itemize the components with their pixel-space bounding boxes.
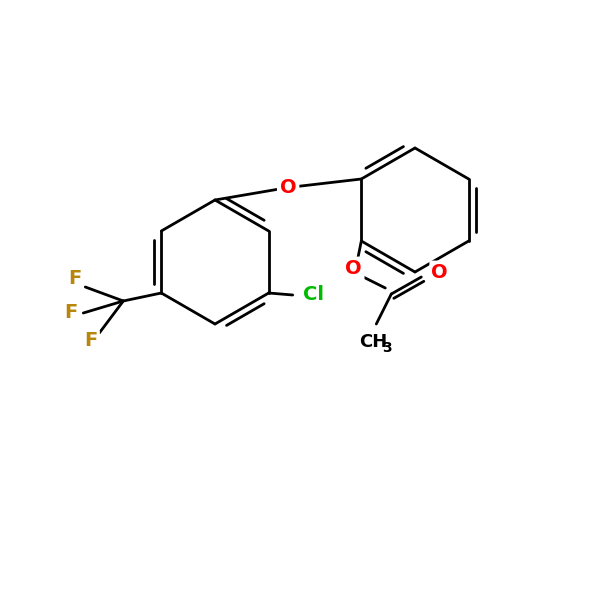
Text: F: F (68, 269, 82, 289)
Text: F: F (65, 304, 78, 323)
Text: F: F (85, 331, 98, 350)
Text: 3: 3 (382, 341, 392, 355)
Text: Cl: Cl (302, 286, 323, 304)
Text: O: O (345, 259, 362, 278)
Text: CH: CH (359, 333, 388, 351)
Text: O: O (280, 178, 296, 197)
Text: O: O (431, 263, 448, 281)
